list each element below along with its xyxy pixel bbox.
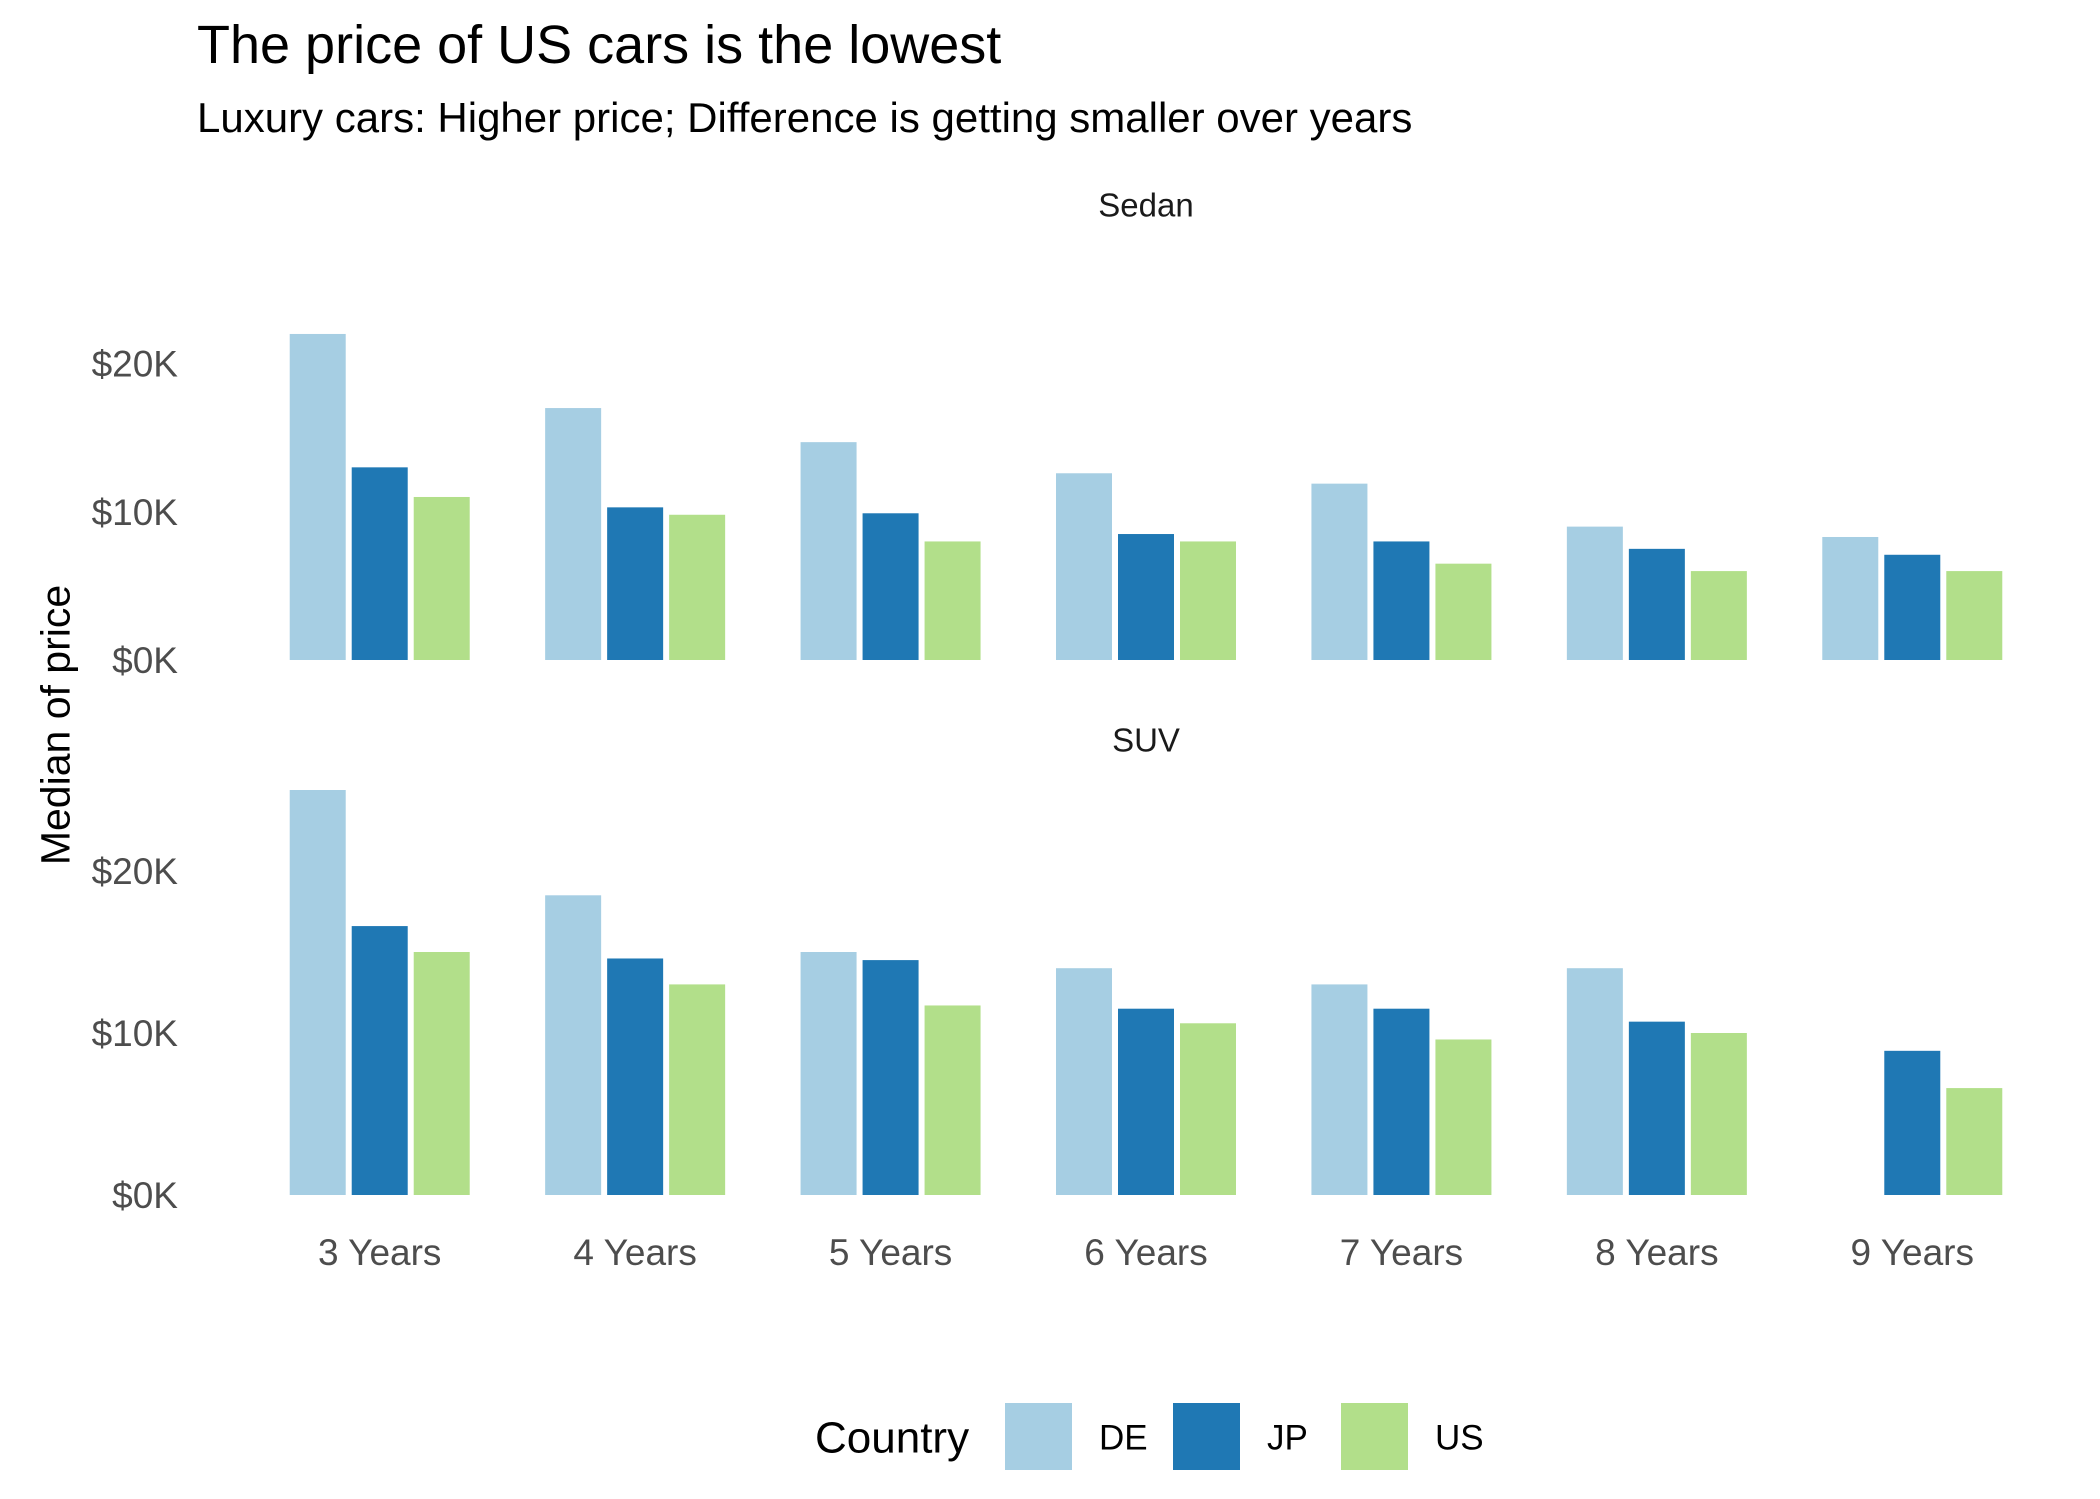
y-tick-label: $10K — [92, 1013, 179, 1054]
bar-sedan-de-3-years — [289, 333, 346, 660]
bar-sedan-de-9-years — [1822, 536, 1879, 660]
legend-key-jp — [1173, 1403, 1240, 1470]
bar-sedan-de-4-years — [545, 408, 602, 660]
y-tick-label: $20K — [92, 851, 179, 892]
panels-layer: Sedan $0K $10K $20K SUV $0K $10K $20K — [92, 187, 2003, 1216]
bar-sedan-us-7-years — [1435, 563, 1492, 660]
bar-suv-de-6-years — [1056, 968, 1112, 1195]
bar-sedan-de-7-years — [1311, 483, 1368, 660]
bar-sedan-us-9-years — [1946, 571, 2003, 660]
y-tick-label: $20K — [92, 344, 179, 385]
legend-key-de — [1005, 1403, 1072, 1470]
legend-label-us: US — [1435, 1418, 1484, 1457]
bar-sedan-us-4-years — [669, 514, 726, 660]
bar-suv-de-8-years — [1566, 968, 1623, 1195]
bar-suv-us-9-years — [1946, 1088, 2003, 1195]
panel-sedan: Sedan $0K $10K $20K — [92, 187, 2003, 681]
panel-label-suv: SUV — [1112, 722, 1180, 759]
bar-suv-jp-5-years — [862, 960, 919, 1195]
legend: Country DE JP US — [815, 1403, 1484, 1470]
bar-suv-us-5-years — [924, 1005, 981, 1195]
x-tick-label: 4 Years — [573, 1232, 696, 1273]
x-tick-label: 9 Years — [1851, 1232, 1974, 1273]
bar-sedan-us-5-years — [924, 541, 981, 660]
x-tick-label: 6 Years — [1084, 1232, 1207, 1273]
bar-sedan-jp-7-years — [1373, 541, 1430, 660]
bar-suv-us-6-years — [1180, 1023, 1236, 1195]
bar-sedan-us-8-years — [1690, 571, 1747, 660]
bar-sedan-jp-8-years — [1628, 548, 1685, 660]
y-tick-label: $0K — [112, 640, 178, 681]
x-tick-label: 7 Years — [1340, 1232, 1463, 1273]
bar-suv-de-7-years — [1311, 984, 1368, 1195]
legend-label-jp: JP — [1267, 1418, 1308, 1457]
y-axis-title: Median of price — [32, 585, 78, 865]
bar-suv-jp-7-years — [1373, 1008, 1430, 1195]
y-tick-label: $10K — [92, 492, 179, 533]
bar-sedan-jp-4-years — [607, 507, 664, 660]
bar-suv-us-8-years — [1690, 1033, 1747, 1195]
bar-suv-de-3-years — [289, 790, 346, 1195]
bar-suv-jp-9-years — [1884, 1050, 1941, 1195]
x-tick-label: 3 Years — [318, 1232, 441, 1273]
bar-suv-us-3-years — [413, 952, 470, 1195]
legend-label-de: DE — [1099, 1418, 1148, 1457]
x-axis-ticks: 3 Years 4 Years 5 Years 6 Years 7 Years 8 Yea… — [318, 1232, 1974, 1273]
bar-suv-us-4-years — [669, 984, 726, 1195]
bar-suv-us-7-years — [1435, 1039, 1492, 1195]
bar-suv-jp-3-years — [351, 926, 408, 1195]
bar-sedan-de-8-years — [1566, 526, 1623, 660]
bar-suv-de-5-years — [800, 952, 857, 1195]
chart-title: The price of US cars is the lowest — [197, 15, 1002, 75]
panel-label-sedan: Sedan — [1098, 187, 1193, 224]
bar-sedan-us-6-years — [1180, 541, 1236, 660]
y-tick-label: $0K — [112, 1175, 178, 1216]
bar-suv-jp-6-years — [1118, 1008, 1174, 1195]
bar-suv-jp-4-years — [607, 958, 664, 1195]
bar-sedan-us-3-years — [413, 496, 470, 660]
x-tick-label: 8 Years — [1595, 1232, 1718, 1273]
x-tick-label: 5 Years — [829, 1232, 952, 1273]
chart-subtitle: Luxury cars: Higher price; Difference is… — [197, 94, 1413, 141]
bar-sedan-de-5-years — [800, 442, 857, 660]
bar-sedan-jp-9-years — [1884, 554, 1941, 660]
bar-sedan-jp-5-years — [862, 513, 919, 660]
panel-suv: SUV $0K $10K $20K — [92, 722, 2003, 1216]
bar-suv-de-4-years — [545, 895, 602, 1195]
bar-sedan-jp-3-years — [351, 467, 408, 660]
bar-sedan-jp-6-years — [1118, 534, 1174, 660]
bar-suv-jp-8-years — [1628, 1021, 1685, 1195]
legend-title: Country — [815, 1413, 969, 1462]
legend-key-us — [1341, 1403, 1408, 1470]
bar-sedan-de-6-years — [1056, 473, 1112, 660]
